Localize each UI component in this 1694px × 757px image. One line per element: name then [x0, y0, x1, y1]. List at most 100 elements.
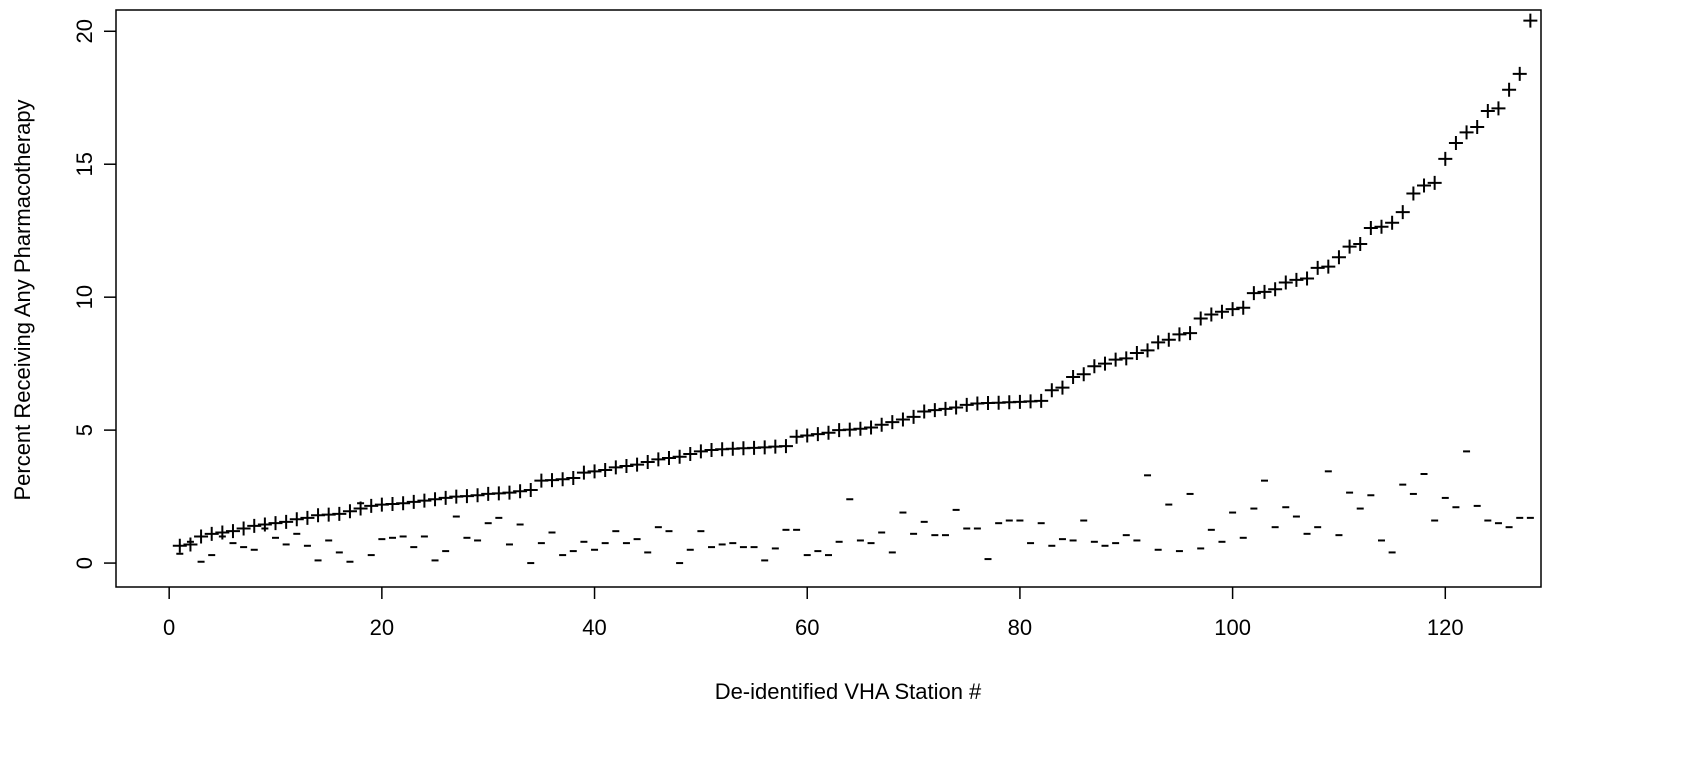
data-point-plus: [555, 472, 570, 487]
y-tick-label: 5: [72, 424, 97, 436]
data-point-plus: [1055, 380, 1070, 395]
data-point-plus: [1087, 359, 1102, 374]
data-point-plus: [864, 420, 879, 435]
data-point-plus: [247, 518, 262, 533]
data-point-plus: [1395, 205, 1410, 220]
data-point-plus: [608, 460, 623, 475]
plot-area: [115, 9, 1542, 588]
data-point-plus: [1331, 250, 1346, 265]
data-point-plus: [342, 504, 357, 519]
y-tick-label: 0: [72, 557, 97, 569]
y-tick-label: 15: [72, 152, 97, 176]
x-axis-label: De-identified VHA Station #: [715, 679, 982, 704]
data-point-plus: [1225, 302, 1240, 317]
data-point-plus: [406, 494, 421, 509]
data-point-plus: [513, 484, 528, 499]
data-point-plus: [172, 538, 187, 553]
data-point-plus: [810, 427, 825, 442]
data-point-plus: [651, 452, 666, 467]
data-point-plus: [364, 498, 379, 513]
data-point-plus: [268, 516, 283, 531]
data-point-plus: [672, 449, 687, 464]
data-point-plus: [1353, 236, 1368, 251]
data-point-plus: [1066, 369, 1081, 384]
data-point-plus: [396, 496, 411, 511]
data-point-plus: [523, 482, 538, 497]
data-point-plus: [1214, 304, 1229, 319]
data-point-plus: [1257, 284, 1272, 299]
data-point-plus: [576, 465, 591, 480]
data-point-plus: [619, 459, 634, 474]
data-point-plus: [1448, 135, 1463, 150]
data-point-plus: [1140, 343, 1155, 358]
data-point-plus: [1342, 239, 1357, 254]
series-plus-markers: [172, 13, 1538, 553]
data-point-plus: [778, 439, 793, 454]
data-point-plus: [1236, 300, 1251, 315]
data-point-plus: [1480, 104, 1495, 119]
data-point-plus: [683, 447, 698, 462]
data-point-plus: [1193, 311, 1208, 326]
data-point-plus: [1470, 119, 1485, 134]
data-point-plus: [959, 397, 974, 412]
data-point-plus: [1183, 326, 1198, 341]
data-point-plus: [1512, 66, 1527, 81]
data-point-plus: [906, 409, 921, 424]
data-point-plus: [587, 464, 602, 479]
data-point-plus: [1417, 178, 1432, 193]
y-tick-label: 20: [72, 19, 97, 43]
y-tick-label: 10: [72, 285, 97, 309]
data-point-plus: [885, 415, 900, 430]
data-point-plus: [1097, 356, 1112, 371]
data-point-plus: [1363, 221, 1378, 236]
data-point-plus: [1502, 82, 1517, 97]
data-point-plus: [1523, 13, 1538, 28]
data-point-plus: [1438, 151, 1453, 166]
data-point-plus: [949, 400, 964, 415]
data-point-plus: [1076, 367, 1091, 382]
data-point-plus: [289, 512, 304, 527]
data-point-plus: [1172, 327, 1187, 342]
data-point-plus: [1310, 260, 1325, 275]
data-point-plus: [693, 444, 708, 459]
data-point-plus: [194, 529, 209, 544]
data-point-plus: [332, 506, 347, 521]
x-tick-label: 40: [582, 615, 606, 640]
x-tick-label: 100: [1214, 615, 1251, 640]
x-tick-label: 0: [163, 615, 175, 640]
data-point-plus: [1268, 282, 1283, 297]
data-point-plus: [279, 514, 294, 529]
data-point-plus: [1459, 125, 1474, 140]
x-tick-label: 20: [370, 615, 394, 640]
data-point-plus: [502, 485, 517, 500]
x-axis: 0 20 40 60 80 100 120: [163, 587, 1464, 640]
data-point-plus: [1406, 186, 1421, 201]
data-point-plus: [566, 470, 581, 485]
data-point-plus: [800, 428, 815, 443]
data-point-plus: [1108, 352, 1123, 367]
data-point-plus: [917, 404, 932, 419]
data-point-plus: [204, 526, 219, 541]
data-point-plus: [1119, 351, 1134, 366]
data-point-plus: [1204, 307, 1219, 322]
data-point-plus: [1044, 383, 1059, 398]
x-tick-label: 60: [795, 615, 819, 640]
data-point-plus: [927, 403, 942, 418]
data-point-plus: [417, 493, 432, 508]
data-point-plus: [1385, 215, 1400, 230]
data-point-plus: [1300, 271, 1315, 286]
data-point-plus: [1491, 101, 1506, 116]
data-point-plus: [853, 421, 868, 436]
data-point-plus: [1374, 219, 1389, 234]
data-point-plus: [225, 524, 240, 539]
data-points: [172, 13, 1538, 565]
series-minus-markers: [176, 450, 1534, 565]
data-point-plus: [428, 492, 443, 507]
data-point-plus: [1161, 332, 1176, 347]
data-point-plus: [1034, 393, 1049, 408]
data-point-plus: [183, 537, 198, 552]
plot-border: [115, 9, 1542, 588]
data-point-plus: [598, 463, 613, 478]
data-point-plus: [1278, 275, 1293, 290]
data-point-plus: [821, 425, 836, 440]
